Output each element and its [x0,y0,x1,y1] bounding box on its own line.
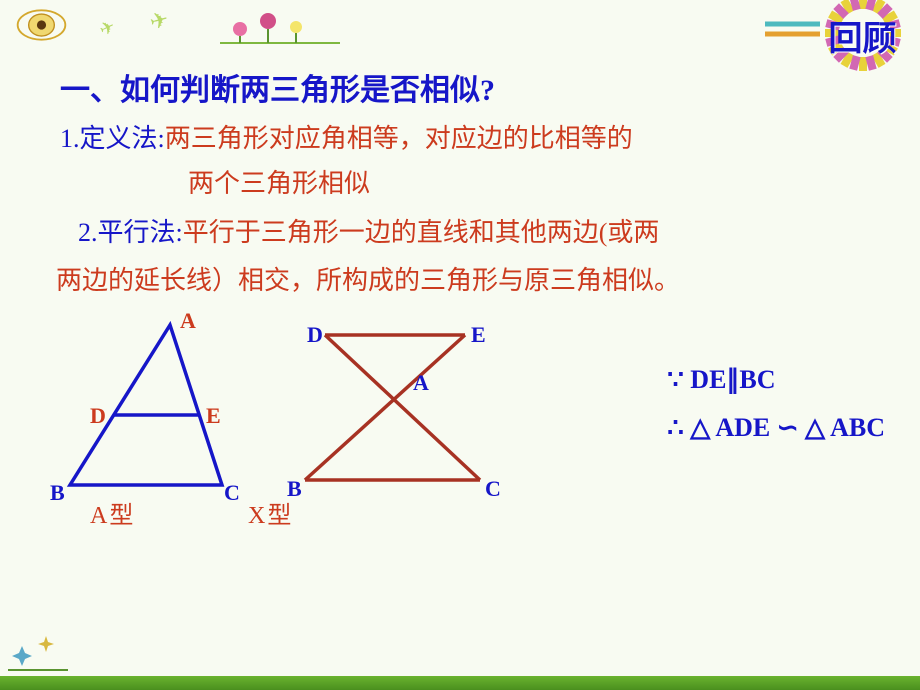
vertex-C: C [485,476,501,501]
vertex-E: E [471,322,486,347]
def2-text-a: 平行于三角形一边的直线和其他两边(或两 [183,218,660,247]
def1-text-a: 两三角形对应角相等，对应边的比相等的 [165,124,633,153]
vertex-A: A [180,310,196,333]
vertex-E: E [206,403,221,428]
flower-decor-icon [220,5,440,45]
type-x-label: X型 [188,495,293,530]
type-a-label: A型 [0,495,180,530]
review-label: 回顾 [829,11,897,60]
vertex-D: D [90,403,106,428]
grass-footer [0,676,920,690]
paper-plane-icon: ✈ [96,16,119,41]
eye-logo-icon [14,6,69,44]
section-heading: 一、如何判断两三角形是否相似? [0,50,920,115]
figure-a-triangle: A B C D E [50,310,280,510]
math-line-2: ∴ △ ADE ∽ △ ABC [667,413,885,443]
def2-text-b: 两边的延长线）相交，所构成的三角形与原三角相似。 [0,257,920,305]
def2-label: 2.平行法: [78,218,183,247]
definition-1: 1.定义法:两三角形对应角相等，对应边的比相等的 [0,115,920,163]
top-bar: ✈ ✈ [0,0,920,50]
def1-text-b: 两个三角形相似 [0,163,920,205]
vertex-A: A [413,370,429,395]
math-line-1: ∵ DE∥BC [667,365,885,395]
paper-plane-icon: ✈ [147,6,172,36]
vertex-D: D [307,322,323,347]
type-labels: A型 X型 [0,495,293,530]
def1-label: 1.定义法: [60,124,165,153]
corner-sparkle-icon [8,634,68,674]
review-badge: 回顾 [815,0,910,70]
figure-area: A B C D E D E A B C ∵ DE∥BC ∴ △ ADE ∽ △ … [0,310,920,530]
definition-2: 2.平行法:平行于三角形一边的直线和其他两边(或两 [0,205,920,257]
math-conclusion: ∵ DE∥BC ∴ △ ADE ∽ △ ABC [667,365,885,461]
figure-x-triangle: D E A B C [285,310,525,510]
